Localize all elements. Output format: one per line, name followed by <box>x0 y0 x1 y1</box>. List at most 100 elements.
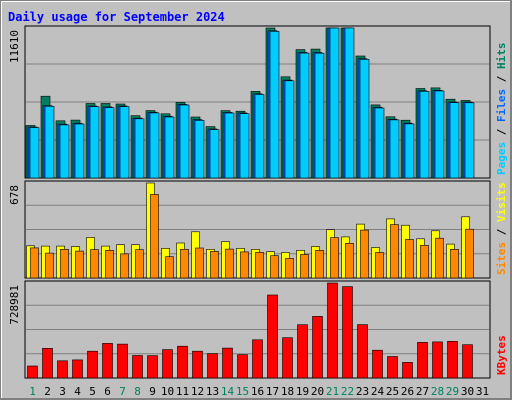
bar-pages-day-12 <box>194 120 205 179</box>
bar-kbytes-day-25 <box>387 356 398 379</box>
bar-pages-day-3 <box>59 124 70 179</box>
side-legend: Sites / Visits <box>495 182 508 275</box>
bar-pages-day-17 <box>269 31 280 179</box>
bar-sites-day-11 <box>180 249 189 279</box>
bar-kbytes-day-23 <box>357 324 368 379</box>
bar-sites-day-17 <box>270 255 279 279</box>
x-tick-label: 11 <box>176 385 189 398</box>
bar-sites-day-12 <box>195 247 204 279</box>
bar-pages-day-8 <box>134 118 145 179</box>
bar-sites-day-25 <box>390 224 399 279</box>
bar-sites-day-8 <box>135 249 144 279</box>
x-tick-label: 13 <box>206 385 219 398</box>
bar-pages-day-6 <box>104 107 115 179</box>
bar-sites-day-20 <box>315 250 324 279</box>
x-tick-label: 28 <box>431 385 444 398</box>
bar-kbytes-day-30 <box>462 344 473 379</box>
x-tick-label: 10 <box>161 385 174 398</box>
bar-sites-day-10 <box>165 256 174 279</box>
x-tick-label: 7 <box>119 385 126 398</box>
bar-kbytes-day-16 <box>252 339 263 379</box>
legend-part: Files <box>495 89 508 122</box>
panel-hits-files-pages: 11610 Pages / Files / Hits <box>8 25 508 179</box>
bar-pages-day-26 <box>404 123 415 179</box>
x-tick-label: 16 <box>251 385 264 398</box>
x-tick-label: 12 <box>191 385 204 398</box>
bar-kbytes-day-28 <box>432 341 443 379</box>
max-label: 11610 <box>8 30 21 63</box>
bar-kbytes-day-3 <box>57 360 68 379</box>
bar-sites-day-23 <box>360 229 369 279</box>
bar-kbytes-day-26 <box>402 362 413 379</box>
legend-part: Sites <box>495 242 508 275</box>
x-tick-label: 19 <box>296 385 309 398</box>
bar-sites-day-28 <box>435 237 444 279</box>
bar-pages-day-18 <box>284 80 295 179</box>
bar-kbytes-day-13 <box>207 353 218 379</box>
x-tick-label: 2 <box>44 385 51 398</box>
bar-pages-day-28 <box>434 90 445 179</box>
bar-kbytes-day-24 <box>372 349 383 379</box>
bar-kbytes-day-4 <box>72 359 83 379</box>
bar-kbytes-day-14 <box>222 347 233 379</box>
x-tick-label: 5 <box>89 385 96 398</box>
bar-pages-day-25 <box>389 119 400 179</box>
x-tick-label: 18 <box>281 385 294 398</box>
bar-sites-day-16 <box>255 252 264 279</box>
x-tick-label: 1 <box>29 385 36 398</box>
bar-sites-day-22 <box>345 243 354 279</box>
x-tick-label: 9 <box>149 385 156 398</box>
bar-sites-day-5 <box>90 249 99 279</box>
bar-pages-day-10 <box>164 116 175 179</box>
x-tick-label: 21 <box>326 385 339 398</box>
bar-pages-day-5 <box>89 106 100 179</box>
bar-kbytes-day-1 <box>27 365 38 379</box>
bar-sites-day-30 <box>465 228 474 279</box>
x-tick-label: 20 <box>311 385 324 398</box>
legend-part: Pages <box>495 142 508 175</box>
x-tick-label: 29 <box>446 385 459 398</box>
bar-sites-day-18 <box>285 258 294 279</box>
x-tick-label: 30 <box>461 385 474 398</box>
bar-kbytes-day-10 <box>162 349 173 379</box>
max-label: 728981 <box>8 285 21 325</box>
bar-kbytes-day-29 <box>447 340 458 379</box>
bar-kbytes-day-21 <box>327 282 338 379</box>
bar-kbytes-day-27 <box>417 342 428 379</box>
bar-kbytes-day-15 <box>237 354 248 379</box>
x-tick-label: 22 <box>341 385 354 398</box>
bar-pages-day-22 <box>344 27 355 179</box>
bar-pages-day-7 <box>119 106 130 179</box>
x-tick-label: 14 <box>221 385 235 398</box>
bar-sites-day-3 <box>60 249 69 279</box>
bar-kbytes-day-12 <box>192 350 203 379</box>
bar-sites-day-6 <box>105 250 114 279</box>
x-tick-label: 17 <box>266 385 279 398</box>
bar-kbytes-day-9 <box>147 355 158 379</box>
x-tick-label: 27 <box>416 385 429 398</box>
bar-pages-day-21 <box>329 27 340 179</box>
x-tick-label: 24 <box>371 385 385 398</box>
bar-pages-day-1 <box>29 127 40 179</box>
side-legend: KBytes <box>495 335 508 375</box>
bar-kbytes-day-17 <box>267 294 278 379</box>
bar-pages-day-24 <box>374 107 385 179</box>
legend-part: / <box>495 122 508 142</box>
legend-part: Hits <box>495 43 508 70</box>
bar-sites-day-19 <box>300 254 309 279</box>
bar-kbytes-day-2 <box>42 347 53 379</box>
x-tick-label: 23 <box>356 385 369 398</box>
x-tick-label: 15 <box>236 385 249 398</box>
side-legend: Pages / Files / Hits <box>495 43 508 176</box>
bar-pages-day-4 <box>74 123 85 179</box>
panel-visits-sites: 678 Sites / Visits <box>8 180 508 279</box>
bar-kbytes-day-6 <box>102 343 113 379</box>
x-tick-label: 31 <box>476 385 489 398</box>
bar-pages-day-16 <box>254 94 265 179</box>
bar-sites-day-26 <box>405 239 414 279</box>
max-label: 678 <box>8 185 21 205</box>
bar-kbytes-day-22 <box>342 286 353 379</box>
bar-kbytes-day-20 <box>312 316 323 379</box>
bar-sites-day-24 <box>375 252 384 279</box>
bar-pages-day-23 <box>359 59 370 179</box>
